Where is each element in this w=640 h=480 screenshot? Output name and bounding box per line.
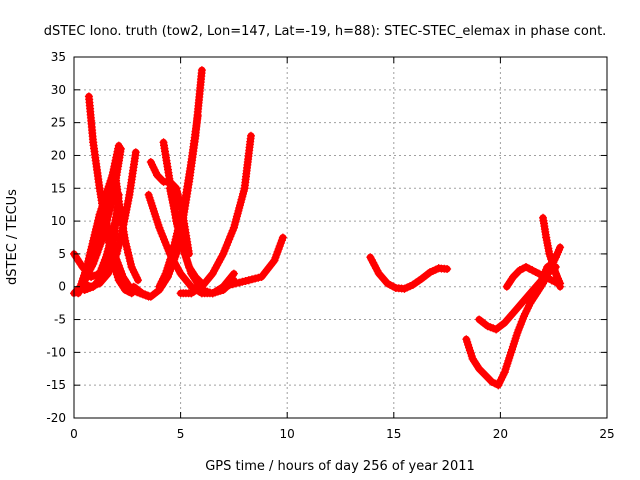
plus-marker (114, 190, 123, 199)
chart-title: dSTEC Iono. truth (tow2, Lon=147, Lat=-1… (44, 24, 607, 39)
x-tick-label: 15 (386, 427, 401, 441)
x-axis-label: GPS time / hours of day 256 of year 2011 (205, 459, 475, 474)
y-tick-label: 35 (51, 50, 66, 64)
x-tick-label: 20 (493, 427, 508, 441)
series-15 (176, 131, 255, 298)
y-tick-label: -15 (46, 378, 66, 392)
plot-frame (73, 56, 608, 419)
y-tick-label: 30 (51, 83, 66, 97)
x-tick-label: 0 (70, 427, 78, 441)
plus-marker (443, 265, 452, 273)
series-17 (219, 233, 287, 291)
axis-ticks: 0 5 10 15 20 25 -20 -15 -10 -5 0 5 10 15 20 25 30 35 (46, 50, 614, 441)
grid (74, 57, 607, 418)
plus-marker (278, 233, 287, 242)
y-tick-label: 25 (51, 116, 66, 130)
x-tick-label: 10 (280, 427, 295, 441)
y-tick-label: -5 (54, 313, 66, 327)
plus-marker (193, 112, 202, 121)
plus-marker (114, 141, 123, 150)
y-tick-label: 10 (51, 214, 66, 228)
y-tick-label: 15 (51, 181, 66, 195)
x-tick-label: 25 (599, 427, 614, 441)
y-tick-label: 20 (51, 148, 66, 162)
data-series (70, 66, 565, 390)
plus-marker (556, 279, 565, 288)
y-tick-label: -10 (46, 345, 66, 359)
x-tick-label: 5 (177, 427, 185, 441)
y-tick-label: -20 (46, 411, 66, 425)
y-axis-label: dSTEC / TECUs (5, 189, 20, 285)
y-tick-label: 0 (58, 280, 66, 294)
plus-marker (134, 276, 142, 285)
plus-marker (131, 148, 140, 157)
plus-marker (556, 243, 565, 252)
y-tick-label: 5 (58, 247, 66, 261)
series-23 (534, 259, 565, 291)
series-18 (366, 253, 452, 293)
plus-marker (247, 131, 255, 140)
plus-marker (197, 66, 206, 75)
